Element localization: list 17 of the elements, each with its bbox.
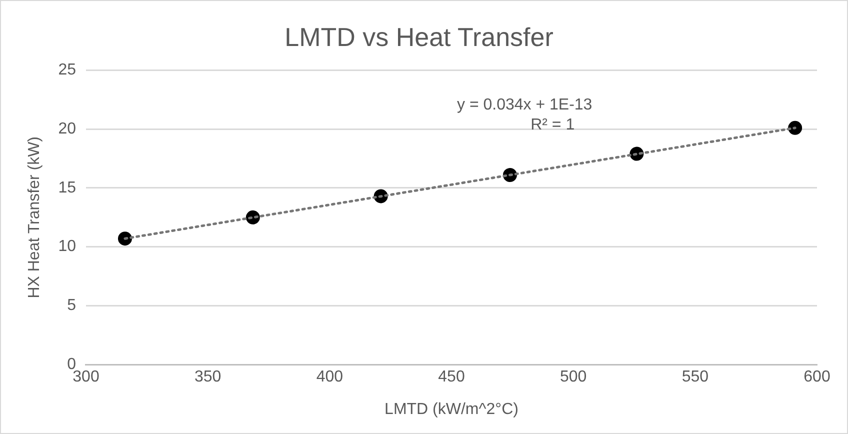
y-tick-label: 10 — [58, 238, 76, 256]
annotation: y = 0.034x + 1E-13 — [456, 96, 592, 114]
y-tick-label: 15 — [58, 179, 76, 196]
x-tick-label: 500 — [560, 368, 587, 386]
x-tick-label: 550 — [682, 368, 709, 386]
y-tick-label: 25 — [58, 62, 76, 79]
y-tick-label: 5 — [67, 297, 76, 314]
annotation: R² = 1 — [530, 116, 575, 134]
x-tick-label: 600 — [804, 368, 830, 386]
x-tick-label: 300 — [72, 368, 100, 386]
x-tick-label: 450 — [438, 368, 465, 386]
y-axis-title: HX Heat Transfer (kW) — [26, 136, 44, 298]
x-axis-title: LMTD (kW/m^2°C) — [384, 400, 518, 418]
y-tick-label: 20 — [58, 120, 76, 138]
x-tick-label: 400 — [316, 368, 344, 386]
x-tick-label: 350 — [194, 368, 222, 386]
chart-title: LMTD vs Heat Transfer — [284, 22, 554, 52]
